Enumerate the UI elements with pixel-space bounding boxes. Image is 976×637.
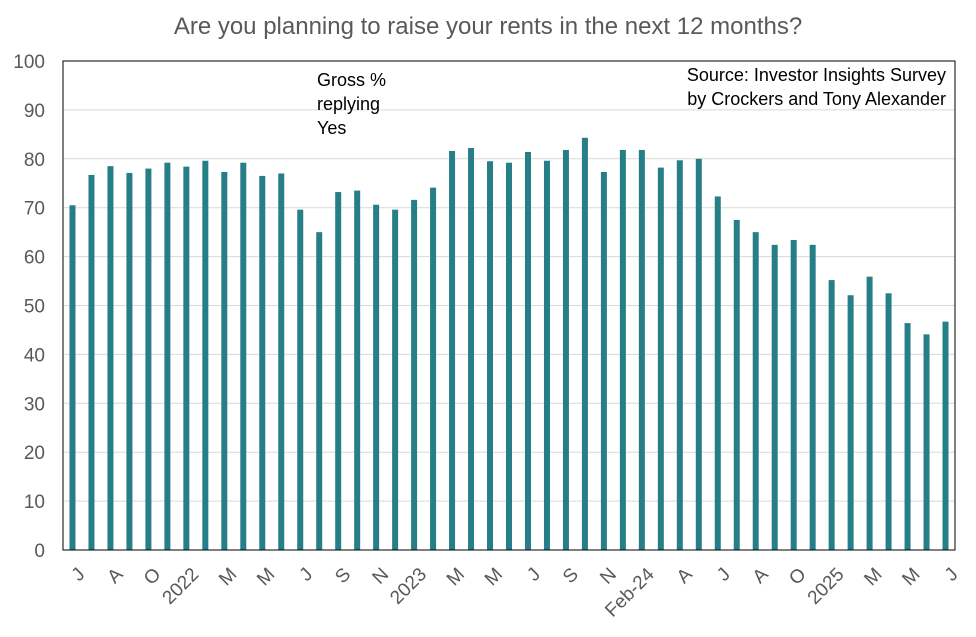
y-tick-label: 0 xyxy=(34,541,45,562)
x-tick-label: M xyxy=(898,564,924,590)
source-note: Source: Investor Insights Survey by Crock… xyxy=(687,65,946,109)
y-tick-label: 70 xyxy=(24,199,45,220)
bar xyxy=(297,209,304,550)
source-line: Source: Investor Insights Survey xyxy=(687,65,946,85)
bars xyxy=(69,137,949,551)
y-tick-label: 100 xyxy=(13,52,45,73)
bar xyxy=(562,149,569,551)
bar xyxy=(581,137,588,550)
x-tick-label: N xyxy=(369,564,394,589)
bar xyxy=(600,172,607,551)
x-tick-label: M xyxy=(860,564,886,590)
bar xyxy=(543,160,550,551)
y-tick-label: 80 xyxy=(24,150,45,171)
x-tick-label: 2023 xyxy=(386,564,431,609)
bar xyxy=(733,219,740,551)
y-tick-label: 60 xyxy=(24,248,45,269)
x-tick-label: 2022 xyxy=(159,564,204,609)
bar xyxy=(411,199,418,550)
bar xyxy=(145,168,152,550)
x-tick-label: M xyxy=(253,564,279,590)
series-note: Gross % replying Yes xyxy=(317,70,386,138)
bar xyxy=(638,149,645,551)
bar xyxy=(316,232,323,550)
x-tick-label: S xyxy=(559,564,583,588)
bar xyxy=(164,162,171,550)
y-tick-label: 90 xyxy=(24,101,45,122)
bar xyxy=(468,148,475,551)
chart-title: Are you planning to raise your rents in … xyxy=(174,13,802,40)
x-tick-label: M xyxy=(481,564,507,590)
bar xyxy=(657,167,664,551)
bar xyxy=(430,187,437,550)
bar xyxy=(221,172,228,551)
x-tick-label: M xyxy=(443,564,469,590)
bar xyxy=(506,162,512,550)
y-tick-label: 20 xyxy=(24,443,45,464)
x-tick-label: O xyxy=(140,564,165,589)
bar xyxy=(676,160,683,550)
x-tick-label: A xyxy=(749,564,773,588)
bar xyxy=(88,174,95,550)
bar xyxy=(373,204,380,551)
x-tick-label: J xyxy=(523,564,545,586)
bar xyxy=(392,209,399,550)
y-tick-label: 10 xyxy=(24,492,45,513)
y-tick-label: 30 xyxy=(24,394,45,415)
x-tick-label: J xyxy=(68,564,90,586)
bar xyxy=(885,293,892,550)
bar xyxy=(449,150,456,550)
x-tick-label: M xyxy=(215,564,241,590)
bar xyxy=(259,175,266,551)
bar xyxy=(695,158,702,551)
x-tick-label: A xyxy=(673,564,697,588)
series-note-line: Gross % xyxy=(317,70,386,90)
bar xyxy=(847,295,854,550)
bar xyxy=(923,334,930,550)
y-axis-ticks: 0 10 20 30 40 50 60 70 80 90 100 xyxy=(13,52,45,562)
x-tick-label: O xyxy=(785,564,810,589)
bar xyxy=(524,151,531,551)
plot-area-frame xyxy=(62,60,956,551)
bar xyxy=(790,239,797,550)
bar xyxy=(183,166,190,550)
bar xyxy=(202,160,209,551)
x-tick-label: A xyxy=(104,564,128,588)
x-tick-label: J xyxy=(941,564,963,586)
bar xyxy=(240,162,247,550)
x-tick-label: J xyxy=(296,564,318,586)
bar xyxy=(354,190,361,550)
y-tick-label: 40 xyxy=(24,345,45,366)
bar xyxy=(278,173,285,550)
bar xyxy=(809,244,816,550)
bar xyxy=(866,276,873,550)
y-tick-label: 50 xyxy=(24,297,45,318)
bar xyxy=(771,244,778,550)
bar xyxy=(487,161,494,550)
x-tick-label: N xyxy=(596,564,621,589)
bar xyxy=(904,323,911,550)
bar xyxy=(828,280,835,550)
series-note-line: Yes xyxy=(317,118,346,138)
bar xyxy=(752,232,759,550)
x-tick-label: S xyxy=(331,564,355,588)
source-line: by Crockers and Tony Alexander xyxy=(687,89,946,109)
series-note-line: replying xyxy=(317,94,380,114)
bar xyxy=(619,149,626,551)
bar xyxy=(714,196,721,550)
x-tick-label: J xyxy=(713,564,735,586)
bar xyxy=(335,192,342,550)
bar xyxy=(126,172,133,550)
x-tick-label: 2025 xyxy=(804,564,849,609)
bar xyxy=(107,166,114,550)
bar xyxy=(942,321,949,550)
bar xyxy=(69,205,76,550)
